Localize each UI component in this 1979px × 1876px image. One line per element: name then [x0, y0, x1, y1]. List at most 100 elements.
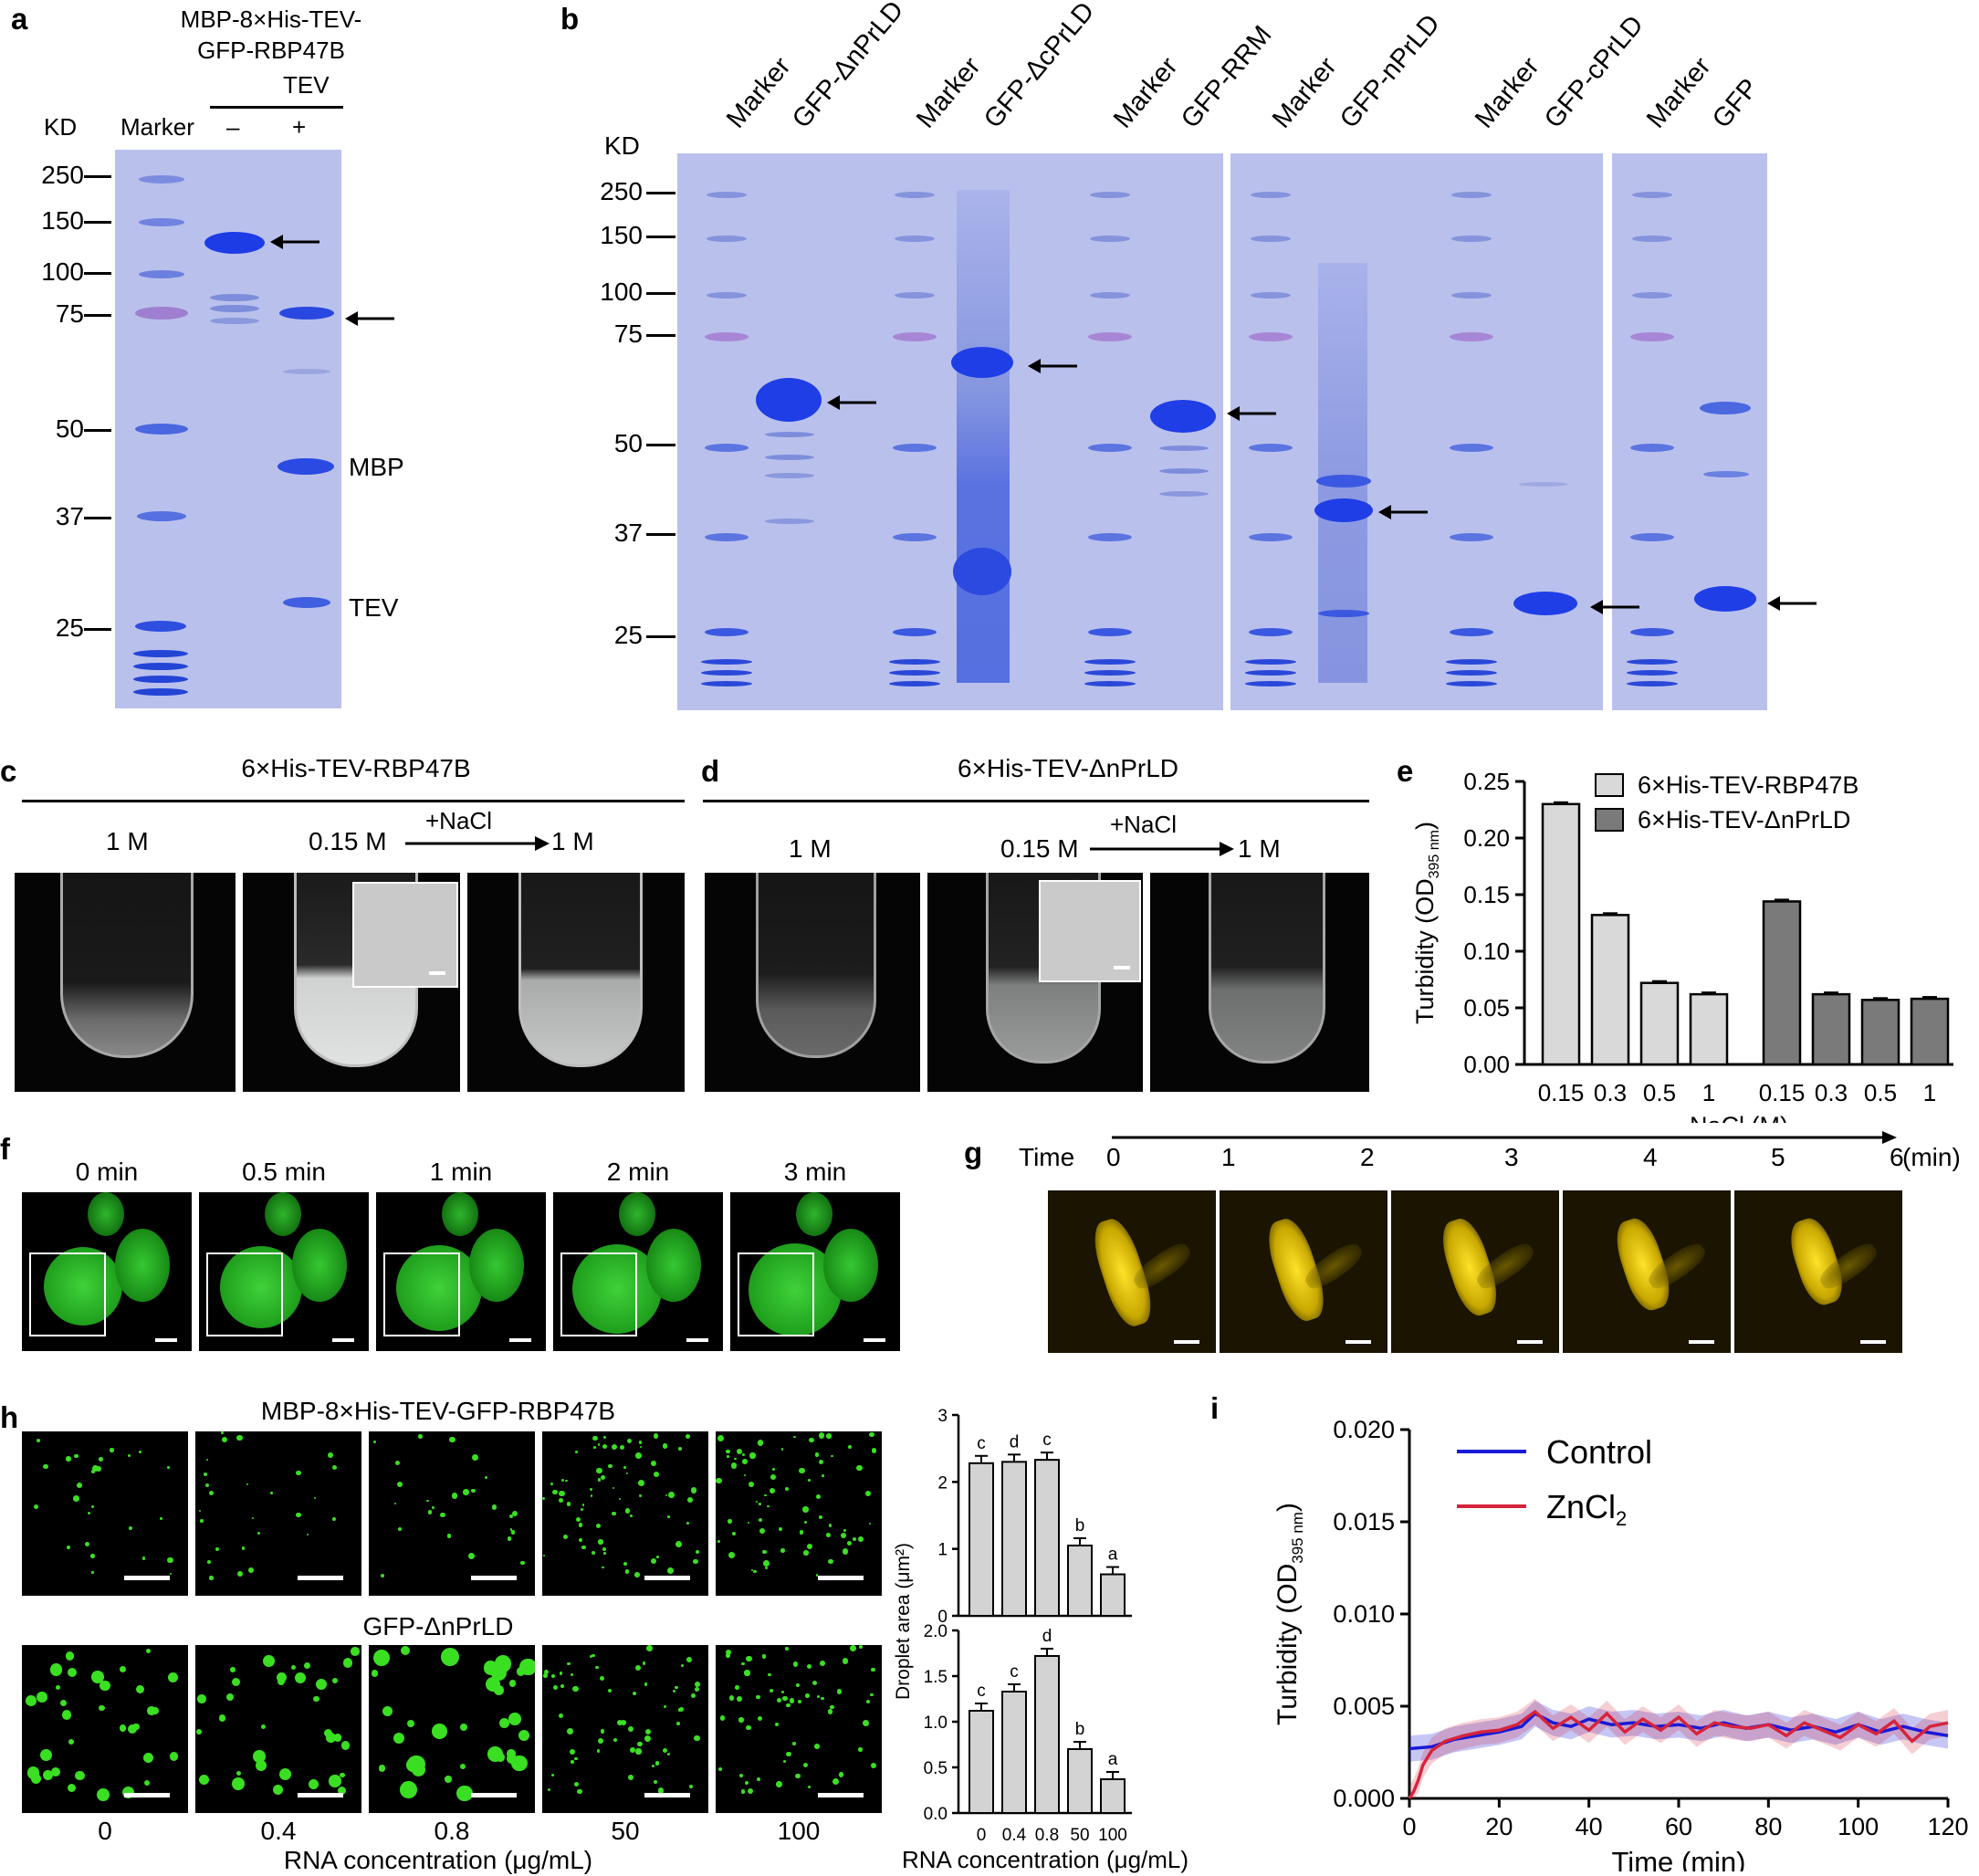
lane-label-b: GFP [1707, 73, 1764, 134]
lane-label-b: GFP-ΔnPrLD [787, 0, 910, 134]
panel-label-d: d [701, 754, 720, 788]
x-tick-label: 100 [1098, 1826, 1127, 1845]
panel-c-title: 6×His-TEV-RBP47B [241, 754, 471, 782]
arrow-icon [270, 235, 319, 249]
droplet-image-h [22, 1645, 188, 1813]
time-label: Time [1019, 1143, 1075, 1171]
lane-label-b: GFP-cPrLD [1539, 10, 1649, 134]
y-tick-label: 0.020 [1333, 1416, 1395, 1443]
mw-a-250: 250 [41, 161, 84, 189]
conc-c3: 1 M [551, 827, 594, 855]
x-tick-label: 1 [1923, 1079, 1936, 1106]
mw-a-100: 100 [41, 257, 84, 286]
panel-label-b: b [560, 2, 580, 36]
kd-label-a: KD [44, 113, 78, 141]
h-conc-label: 50 [611, 1817, 640, 1845]
mw-b-50: 50 [613, 429, 643, 457]
h-conc-label: 100 [777, 1817, 821, 1845]
y-tick-label: 0.10 [1463, 938, 1510, 965]
significance-letter: a [1108, 1750, 1118, 1769]
gel-b1 [677, 153, 1223, 710]
significance-letter: d [1010, 1432, 1020, 1452]
x-tick-label: 0.15 [1759, 1079, 1806, 1106]
lane-label-b: GFP-RRM [1176, 20, 1278, 134]
x-tick-label: 60 [1665, 1813, 1692, 1840]
error-band-i [1409, 1698, 1948, 1798]
construct-line2: GFP-RBP47B [197, 37, 345, 64]
fusion-image-f [22, 1192, 192, 1351]
mw-b-75: 75 [613, 320, 643, 348]
x-tick-label: 0.3 [1594, 1079, 1627, 1106]
y-tick-label: 2.0 [924, 1622, 948, 1641]
marker-label-a: Marker [120, 113, 194, 141]
tev-band-label: TEV [349, 593, 399, 622]
y-tick-label: 0.0 [924, 1805, 948, 1824]
time-unit: (min) [1902, 1143, 1961, 1171]
fusion-image-f [553, 1192, 723, 1351]
x-tick-label: 80 [1754, 1813, 1782, 1840]
bar-h [1067, 1545, 1093, 1617]
error-band-i [1409, 1700, 1948, 1762]
conc-c2: 0.15 M [309, 827, 387, 855]
arrow-right-icon [405, 836, 550, 851]
x-tick-label: 0 [977, 1826, 987, 1845]
bar-h [1100, 1778, 1126, 1814]
y-tick-label: 0.00 [1463, 1051, 1510, 1078]
y-tick-label: 0.000 [1333, 1785, 1395, 1812]
y-tick-label: 0 [937, 1608, 948, 1627]
y-tick-label: 0.5 [924, 1759, 948, 1778]
droplet-image-h [716, 1431, 882, 1596]
arrow-icon [1227, 406, 1276, 421]
mw-b-37: 37 [613, 519, 643, 547]
mw-a-37: 37 [55, 502, 84, 530]
significance-letter: d [1042, 1627, 1052, 1646]
tube-photo-d3 [1150, 873, 1369, 1092]
droplet-image-h [369, 1431, 535, 1596]
mw-b-25: 25 [613, 621, 643, 649]
tube-photo-c2 [243, 873, 460, 1092]
panel-label-e: e [1397, 754, 1414, 788]
droplet-image-h [369, 1645, 535, 1813]
legend-label-i: Control [1546, 1433, 1652, 1471]
bar-h [969, 1462, 994, 1617]
timepoint-label-f: 3 min [783, 1158, 847, 1186]
bar-e [1541, 802, 1581, 1066]
significance-letter: c [977, 1434, 986, 1453]
droplet-image-h [195, 1645, 361, 1813]
mw-a-75: 75 [55, 299, 84, 328]
y-tick-label: 1 [937, 1541, 948, 1560]
arrow-icon [1767, 596, 1817, 611]
x-tick-label: 50 [1070, 1826, 1089, 1845]
y-tick-label: 0.25 [1463, 768, 1510, 795]
mw-b-150: 150 [600, 221, 643, 249]
panel-d-title: 6×His-TEV-ΔnPrLD [958, 754, 1178, 782]
tube-photo-d2 [927, 873, 1143, 1092]
x-tick-label: 20 [1485, 1813, 1513, 1840]
y-tick-label: 3 [937, 1407, 948, 1426]
x-tick-label: 1 [1702, 1079, 1715, 1106]
time-arrow-icon [1112, 1131, 1897, 1144]
chart-i: 0.000 0.005 0.010 0.015 0.020 0 20 40 60 80 100 120… [1272, 1416, 1969, 1871]
y-tick-label: 0.015 [1333, 1508, 1395, 1535]
arrow-icon [1590, 600, 1639, 614]
bar-h [969, 1710, 994, 1814]
lane-label-b: Marker [1470, 51, 1545, 134]
microscopy-inset-c [352, 882, 458, 988]
x-tick-label: 0.8 [1035, 1826, 1059, 1845]
conc-d3: 1 M [1238, 834, 1281, 863]
microscopy-inset-d [1039, 880, 1141, 982]
legend-label-i: ZnCl2 [1546, 1488, 1627, 1530]
significance-letter: b [1075, 1516, 1085, 1535]
legend-label-e: 6×His-TEV-ΔnPrLD [1638, 806, 1850, 833]
mw-b-250: 250 [600, 177, 643, 205]
fusion-image-g [1563, 1190, 1731, 1353]
arrow-right-icon [1090, 842, 1234, 856]
lane-label-b: Marker [911, 51, 987, 134]
lane-label-b: Marker [1641, 51, 1717, 134]
panel-label-a: a [11, 2, 28, 36]
y-tick-label: 1.5 [924, 1668, 948, 1687]
panel-label-i: i [1210, 1391, 1220, 1425]
mw-a-150: 150 [41, 206, 84, 235]
bar-h [1034, 1655, 1060, 1814]
gel-b2 [1230, 153, 1603, 710]
